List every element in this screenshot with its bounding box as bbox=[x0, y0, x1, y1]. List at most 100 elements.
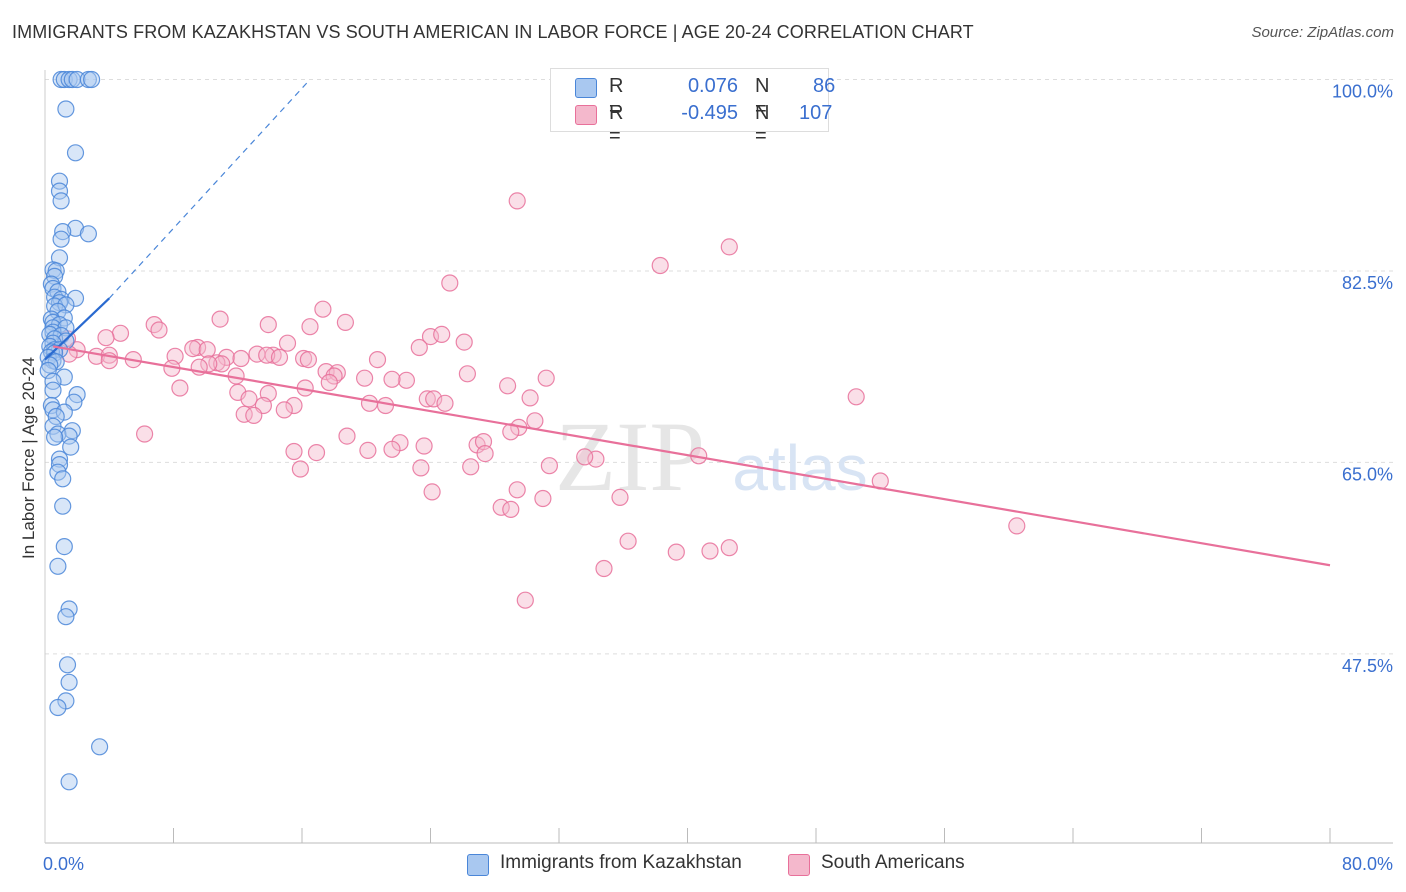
south-americans-point bbox=[436, 394, 454, 412]
kazakhstan-point bbox=[50, 172, 69, 190]
legend-n-value: 107 bbox=[799, 102, 833, 124]
kazakhstan-point bbox=[60, 673, 78, 691]
axes bbox=[44, 70, 1393, 844]
correlation-legend: R = 0.076 N = 86 R = -0.495 N = 107 bbox=[550, 68, 835, 147]
kazakhstan-point bbox=[66, 219, 85, 237]
south-americans-point bbox=[211, 310, 229, 328]
kazakhstan-point bbox=[54, 497, 72, 515]
south-americans-point bbox=[111, 324, 130, 342]
y-tick-labels: 47.5% 65.0% 82.5% 100.0% bbox=[1332, 82, 1393, 676]
south-americans-point bbox=[720, 238, 738, 256]
chart-source: Source: ZipAtlas.com bbox=[1251, 24, 1394, 41]
x-tick-labels: 0.0% 80.0% bbox=[43, 854, 1393, 874]
legend-n-value: 86 bbox=[813, 75, 836, 97]
y-tick-label: 82.5% bbox=[1342, 273, 1393, 293]
kazakhstan-point bbox=[55, 403, 73, 421]
south-americans-point bbox=[462, 458, 480, 476]
watermark: ZIP atlas bbox=[555, 401, 868, 512]
kazakhstan-point bbox=[49, 698, 67, 717]
kazakhstan-point bbox=[49, 557, 67, 575]
south-americans-point bbox=[499, 377, 517, 395]
south-americans-point bbox=[240, 390, 258, 408]
kazakhstan-point bbox=[55, 537, 73, 556]
legend-n-key: N = bbox=[755, 75, 770, 120]
south-americans-point bbox=[651, 256, 669, 275]
watermark-zip: ZIP bbox=[555, 401, 705, 512]
south-americans-point bbox=[415, 437, 433, 455]
south-americans-point bbox=[264, 346, 282, 364]
series-swatch-blue bbox=[467, 854, 489, 876]
south-americans-point bbox=[526, 412, 544, 430]
south-americans-point bbox=[1008, 517, 1026, 535]
x-tick-label: 80.0% bbox=[1342, 854, 1393, 874]
south-americans-point bbox=[360, 394, 379, 412]
kazakhstan-point bbox=[66, 289, 85, 307]
south-americans-point bbox=[376, 396, 395, 415]
south-americans-point bbox=[275, 401, 293, 419]
south-americans-point bbox=[278, 334, 297, 352]
south-americans-point bbox=[611, 488, 629, 506]
south-americans-point bbox=[425, 390, 443, 408]
kazakhstan-point bbox=[66, 144, 85, 162]
south-americans-point bbox=[301, 318, 319, 336]
south-americans-point bbox=[595, 559, 613, 578]
kazakhstan-point bbox=[44, 372, 62, 390]
south-americans-point bbox=[232, 349, 250, 368]
south-americans-point bbox=[184, 340, 202, 358]
kazakhstan-point bbox=[47, 407, 65, 426]
south-americans-point bbox=[521, 389, 539, 407]
kazakhstan-point bbox=[50, 450, 69, 468]
kazakhstan-point bbox=[52, 192, 70, 210]
kazakhstan-point bbox=[60, 427, 78, 445]
south-americans-point bbox=[171, 379, 189, 397]
south-americans-point bbox=[368, 351, 387, 369]
south-americans-point bbox=[397, 371, 415, 389]
x-tick-label: 0.0% bbox=[43, 854, 84, 874]
south-americans-point bbox=[423, 483, 441, 501]
kazakhstan-point bbox=[60, 773, 78, 791]
south-americans-point bbox=[540, 457, 559, 475]
south-americans-point bbox=[508, 192, 526, 210]
south-americans-point bbox=[307, 444, 326, 462]
south-americans-point bbox=[285, 442, 303, 461]
south-americans-point bbox=[213, 355, 231, 373]
y-axis-label: In Labor Force | Age 20-24 bbox=[19, 357, 38, 559]
south-americans-point bbox=[150, 321, 168, 339]
south-americans-point bbox=[720, 539, 738, 557]
kazakhstan-trendline bbox=[44, 297, 111, 361]
south-americans-point bbox=[619, 532, 637, 550]
y-tick-label: 100.0% bbox=[1332, 82, 1393, 102]
kazakhstan-point bbox=[44, 381, 62, 399]
trendlines bbox=[44, 79, 1331, 567]
south-americans-point bbox=[200, 355, 218, 373]
y-tick-label: 47.5% bbox=[1342, 656, 1393, 676]
south-americans-point bbox=[383, 370, 401, 388]
south-americans-point bbox=[198, 341, 216, 359]
series-label: South Americans bbox=[821, 852, 965, 873]
south-americans-point bbox=[258, 346, 276, 364]
south-americans-point bbox=[576, 448, 594, 466]
watermark-atlas: atlas bbox=[732, 432, 867, 504]
kazakhstan-point bbox=[54, 470, 72, 488]
kazakhstan-point bbox=[45, 428, 64, 446]
legend-swatch-blue bbox=[575, 78, 597, 98]
kazakhstan-point bbox=[79, 225, 98, 243]
south-americans-point bbox=[320, 373, 338, 392]
south-americans-point bbox=[291, 460, 309, 478]
south-americans-point bbox=[285, 396, 303, 415]
kazakhstan-point bbox=[82, 70, 101, 89]
kazakhstan-point bbox=[52, 230, 70, 248]
south-americans-point bbox=[383, 440, 401, 458]
legend-swatch-pink bbox=[575, 105, 597, 125]
south-americans-point bbox=[701, 542, 719, 560]
south-americans-point bbox=[410, 338, 428, 357]
series-label: Immigrants from Kazakhstan bbox=[500, 852, 742, 873]
south-americans-point bbox=[356, 369, 374, 387]
south-americans-point bbox=[516, 591, 534, 609]
south-americans-point bbox=[667, 543, 685, 561]
kazakhstan-trend-extension bbox=[108, 79, 311, 299]
kazakhstan-point bbox=[57, 100, 75, 118]
kazakhstan-point bbox=[58, 656, 77, 674]
kazakhstan-point bbox=[90, 738, 109, 756]
